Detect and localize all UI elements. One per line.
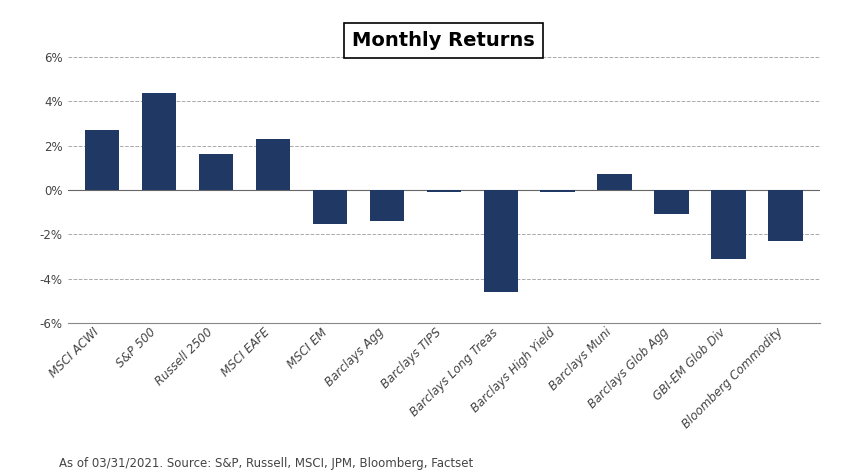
Bar bbox=[312, 190, 346, 224]
Bar bbox=[653, 190, 688, 214]
Bar bbox=[369, 190, 403, 221]
Bar bbox=[483, 190, 517, 293]
Bar bbox=[597, 174, 630, 190]
Bar bbox=[84, 130, 119, 190]
Bar bbox=[767, 190, 802, 241]
Bar bbox=[256, 139, 289, 190]
Bar bbox=[142, 93, 176, 190]
Bar bbox=[426, 190, 460, 192]
Title: Monthly Returns: Monthly Returns bbox=[352, 31, 534, 50]
Bar bbox=[711, 190, 744, 259]
Bar bbox=[198, 154, 233, 190]
Text: As of 03/31/2021. Source: S&P, Russell, MSCI, JPM, Bloomberg, Factset: As of 03/31/2021. Source: S&P, Russell, … bbox=[59, 457, 473, 470]
Bar bbox=[540, 190, 574, 192]
